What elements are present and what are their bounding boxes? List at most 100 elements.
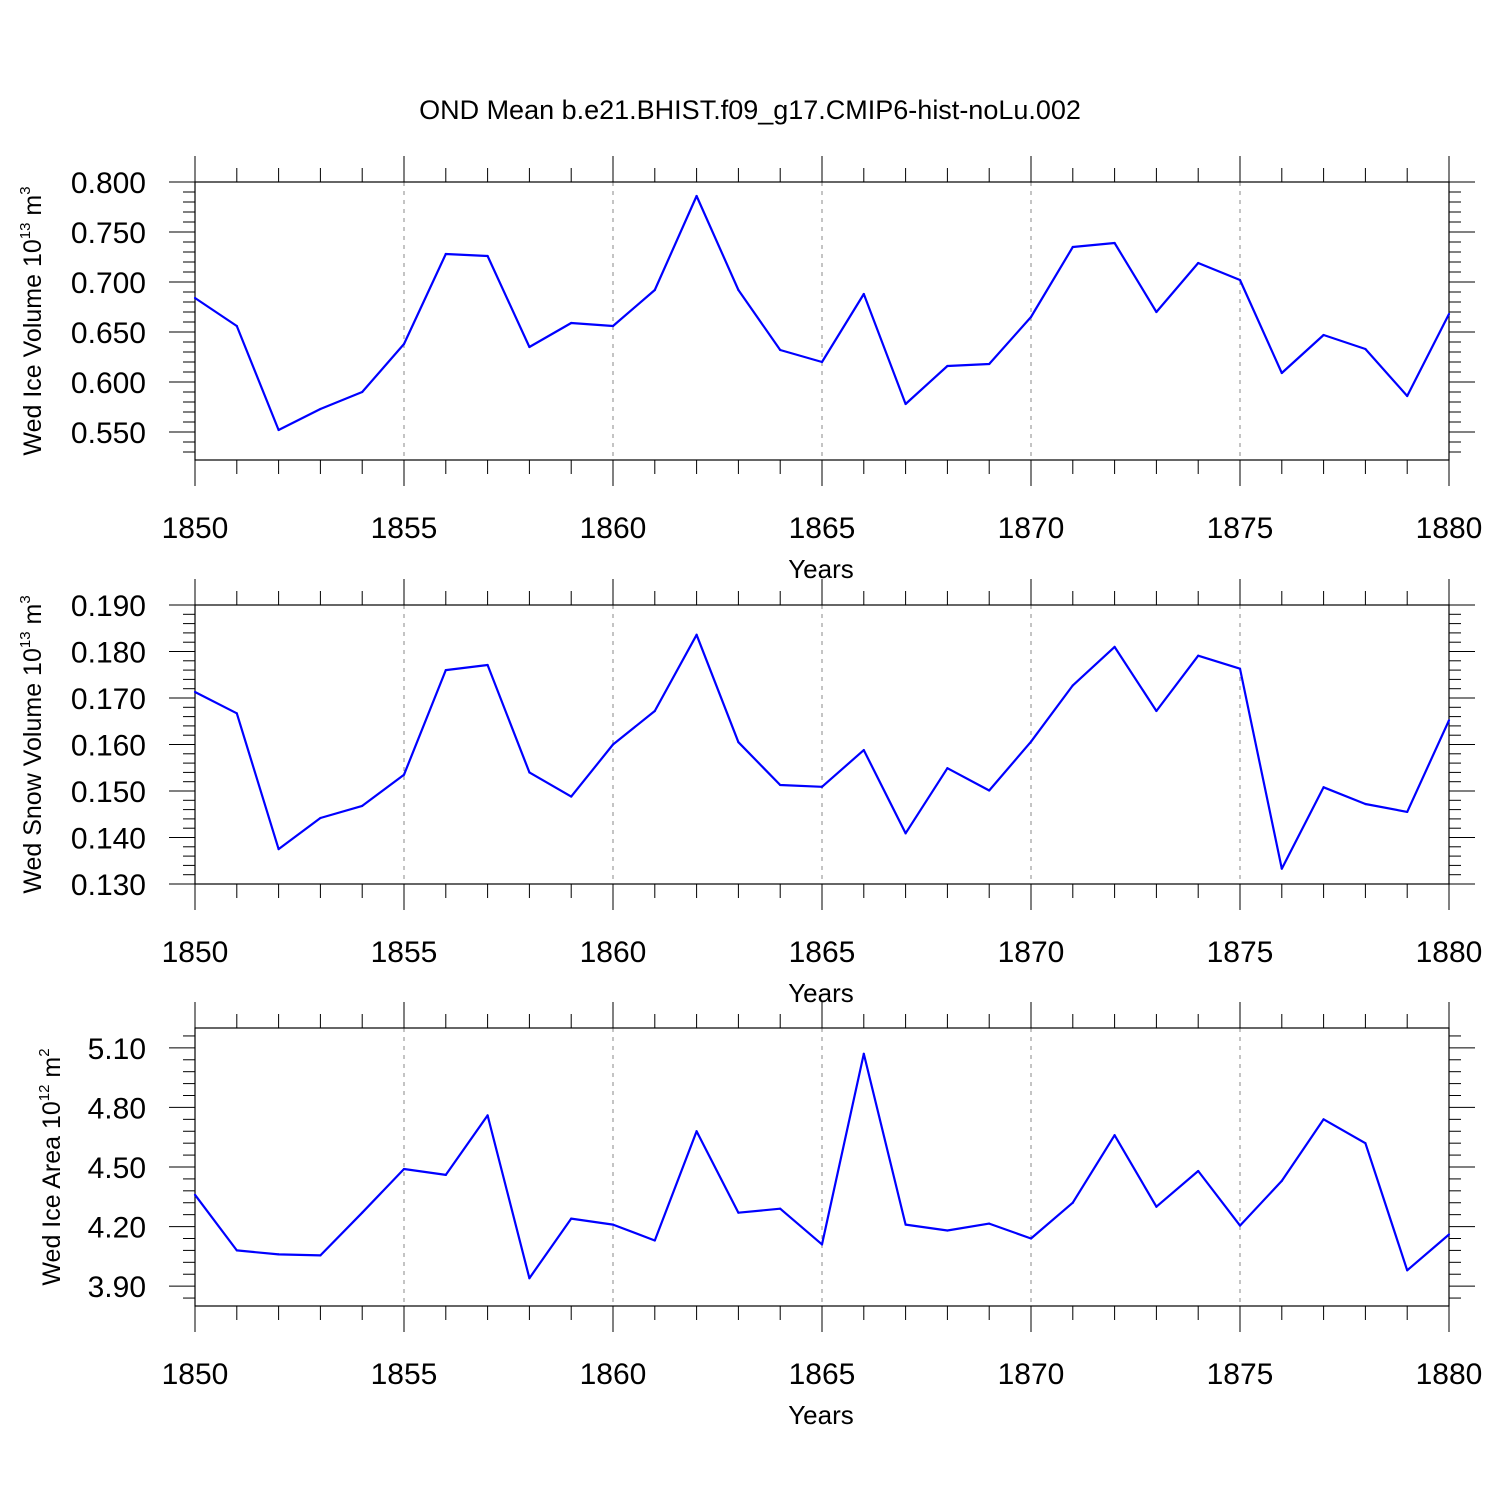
data-point: [486, 663, 489, 667]
data-point: [361, 1211, 364, 1214]
data-point: [862, 748, 865, 752]
data-point: [1280, 371, 1283, 375]
data-point: [444, 1173, 447, 1177]
data-point: [820, 360, 824, 364]
data-point: [402, 773, 406, 776]
panel-2: 0.130 0.140 0.150 0.160 0.170 0.180 0.190 1850 1…: [17, 579, 1482, 1008]
data-point: [820, 1243, 824, 1246]
y-axis-title: Wed Ice Area 1012 m2: [36, 1048, 66, 1285]
data-point: [319, 1254, 322, 1257]
x-tick-label: 1865: [789, 512, 856, 545]
data-point: [1155, 310, 1158, 314]
y-tick-label: 0.550: [71, 417, 146, 450]
data-point: [486, 1114, 489, 1117]
panel-3: 3.90 4.20 4.50 4.80 5.10 1850 1855 1860 1865 1870…: [36, 1002, 1482, 1430]
data-point: [946, 767, 949, 770]
x-tick-label: 1880: [1416, 1358, 1483, 1391]
x-tick-label: 1860: [580, 1358, 647, 1391]
x-tick-label: 1850: [162, 936, 229, 969]
x-tick-label: 1850: [162, 512, 229, 545]
data-point: [235, 1249, 238, 1252]
y-axis-title: Wed Snow Volume 1013 m3: [17, 595, 47, 893]
data-point: [904, 832, 907, 835]
data-point: [946, 364, 949, 368]
data-point: [946, 1229, 949, 1232]
data-point: [737, 288, 740, 292]
y-tick-label: 0.180: [71, 637, 146, 670]
data-point: [988, 789, 991, 792]
data-point: [1238, 278, 1242, 282]
y-tick-label: 0.700: [71, 267, 146, 300]
data-point: [611, 743, 615, 746]
data-point: [695, 1130, 698, 1133]
data-point: [319, 407, 322, 411]
data-point: [1113, 645, 1116, 648]
data-point: [779, 1207, 782, 1210]
y-tick-label: 0.130: [71, 869, 146, 902]
data-point: [277, 848, 280, 851]
data-point: [1364, 347, 1367, 351]
series-line: [194, 194, 1450, 432]
data-point: [1406, 810, 1409, 814]
data-point: [570, 321, 573, 325]
x-tick-label: 1880: [1416, 936, 1483, 969]
x-tick-label: 1880: [1416, 512, 1483, 545]
data-point: [1280, 867, 1283, 870]
data-point: [1197, 654, 1200, 657]
data-point: [402, 1167, 406, 1171]
data-point: [528, 771, 531, 774]
data-point: [1238, 667, 1242, 670]
y-tick-label: 0.160: [71, 730, 146, 763]
data-point: [402, 342, 406, 346]
data-point: [1113, 241, 1116, 245]
data-point: [988, 362, 991, 366]
y-tick-label: 0.150: [71, 776, 146, 809]
data-point: [570, 795, 573, 798]
y-tick-label: 4.20: [88, 1212, 146, 1245]
data-point: [862, 1052, 865, 1055]
data-point: [193, 1193, 197, 1196]
data-point: [779, 783, 782, 787]
x-axis-title: Years: [788, 1400, 854, 1430]
data-point: [1280, 1179, 1283, 1182]
x-tick-label: 1860: [580, 936, 647, 969]
x-tick-label: 1875: [1207, 512, 1274, 545]
data-point: [1029, 1237, 1033, 1240]
data-point: [653, 1239, 656, 1242]
data-point: [1155, 1205, 1158, 1208]
x-tick-label: 1855: [371, 512, 438, 545]
data-point: [862, 292, 865, 296]
data-point: [277, 428, 280, 432]
x-tick-label: 1860: [580, 512, 647, 545]
y-tick-label: 0.600: [71, 367, 146, 400]
data-point: [611, 1223, 615, 1226]
data-point: [904, 402, 907, 406]
data-point: [1447, 719, 1451, 722]
data-point: [1197, 261, 1200, 265]
data-point: [1071, 1201, 1074, 1204]
data-point: [1029, 315, 1033, 319]
data-point: [1155, 709, 1158, 713]
y-tick-label: 4.80: [88, 1092, 146, 1125]
data-point: [1322, 786, 1325, 789]
data-point: [1364, 802, 1367, 806]
x-tick-label: 1865: [789, 936, 856, 969]
data-point: [193, 690, 197, 694]
data-point: [1447, 1233, 1451, 1236]
data-point: [1364, 1142, 1367, 1145]
data-point: [361, 804, 364, 807]
data-point: [611, 324, 615, 328]
data-point: [1071, 245, 1074, 249]
data-point: [1322, 333, 1325, 337]
data-point: [528, 1277, 531, 1280]
x-tick-label: 1870: [998, 1358, 1065, 1391]
x-tick-label: 1870: [998, 512, 1065, 545]
data-point: [695, 633, 698, 636]
y-tick-label: 0.140: [71, 823, 146, 856]
data-point: [570, 1217, 573, 1220]
x-tick-label: 1855: [371, 936, 438, 969]
data-point: [235, 324, 238, 328]
y-tick-label: 4.50: [88, 1152, 146, 1185]
data-point: [653, 709, 656, 713]
